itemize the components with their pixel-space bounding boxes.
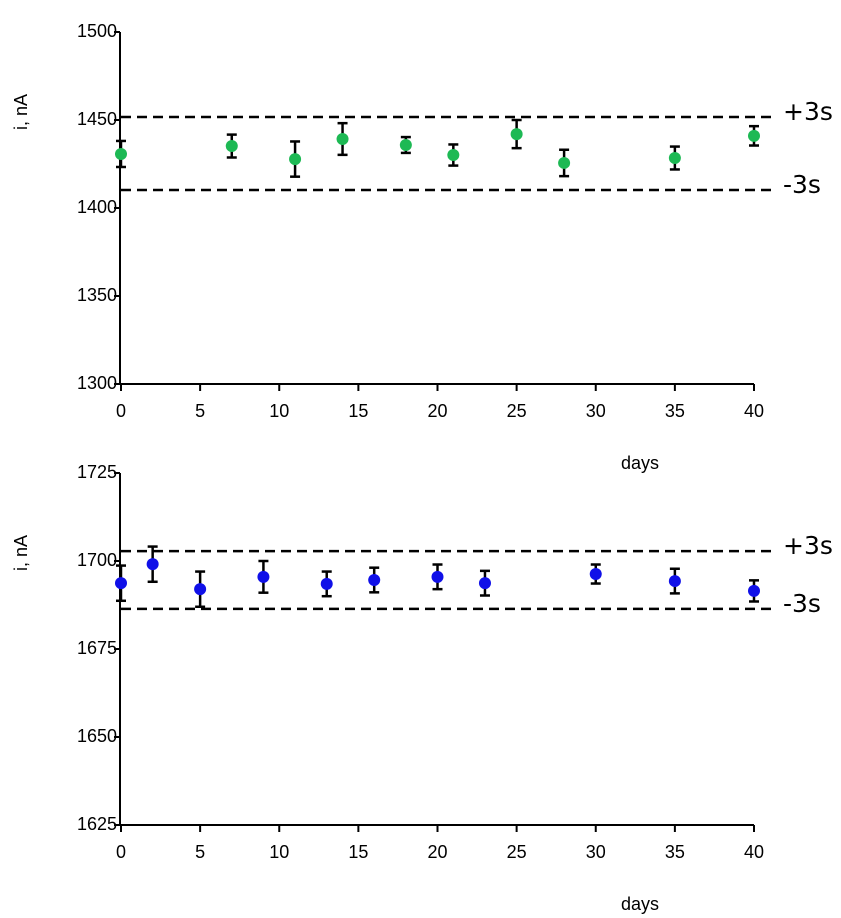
- x-tick-label: 35: [665, 842, 685, 862]
- data-point: [368, 574, 381, 587]
- control-limit-label: -3s: [783, 589, 821, 618]
- x-tick-label: 20: [427, 401, 447, 421]
- x-tick-label: 25: [507, 401, 527, 421]
- data-point: [336, 133, 349, 146]
- data-point: [431, 570, 444, 583]
- x-tick-label: 0: [116, 401, 126, 421]
- data-point: [225, 140, 238, 153]
- data-point: [510, 128, 523, 141]
- x-tick-label: 15: [348, 842, 368, 862]
- y-tick-label: 1300: [77, 373, 117, 393]
- data-point: [399, 138, 412, 151]
- data-point: [478, 577, 491, 590]
- data-point: [194, 583, 207, 596]
- x-tick-label: 40: [744, 842, 764, 862]
- x-tick-label: 35: [665, 401, 685, 421]
- x-tick-label: 40: [744, 401, 764, 421]
- y-tick-label: 1400: [77, 197, 117, 217]
- data-point: [115, 577, 127, 590]
- x-tick-label: 10: [269, 401, 289, 421]
- y-tick-label: 1450: [77, 109, 117, 129]
- data-point: [115, 147, 127, 160]
- x-tick-label: 0: [116, 842, 126, 862]
- data-point: [289, 153, 302, 166]
- x-tick-label: 20: [427, 842, 447, 862]
- data-point: [447, 149, 460, 162]
- y-tick-label: 1725: [77, 462, 117, 482]
- x-tick-label: 30: [586, 401, 606, 421]
- y-axis-label: i, nA: [11, 94, 31, 130]
- x-axis-label: days: [621, 453, 659, 473]
- data-point: [558, 156, 571, 169]
- y-tick-label: 1675: [77, 638, 117, 658]
- y-tick-label: 1625: [77, 814, 117, 834]
- data-point: [748, 129, 760, 142]
- control-limit-label: -3s: [783, 170, 821, 199]
- y-axis-label: i, nA: [11, 535, 31, 571]
- x-tick-label: 30: [586, 842, 606, 862]
- x-tick-label: 10: [269, 842, 289, 862]
- data-point: [748, 584, 760, 597]
- y-tick-label: 1650: [77, 726, 117, 746]
- data-point: [668, 152, 681, 165]
- y-tick-label: 1500: [77, 21, 117, 41]
- x-tick-label: 5: [195, 401, 205, 421]
- x-tick-label: 25: [507, 842, 527, 862]
- data-point: [257, 570, 270, 583]
- control-limit-label: +3s: [783, 531, 833, 560]
- y-tick-label: 1350: [77, 285, 117, 305]
- data-point: [320, 577, 333, 590]
- y-tick-label: 1700: [77, 550, 117, 570]
- x-tick-label: 5: [195, 842, 205, 862]
- data-point: [589, 568, 602, 581]
- data-point: [146, 558, 159, 571]
- data-point: [668, 575, 681, 588]
- x-tick-label: 15: [348, 401, 368, 421]
- x-axis-label: days: [621, 894, 659, 914]
- control-limit-label: +3s: [783, 97, 833, 126]
